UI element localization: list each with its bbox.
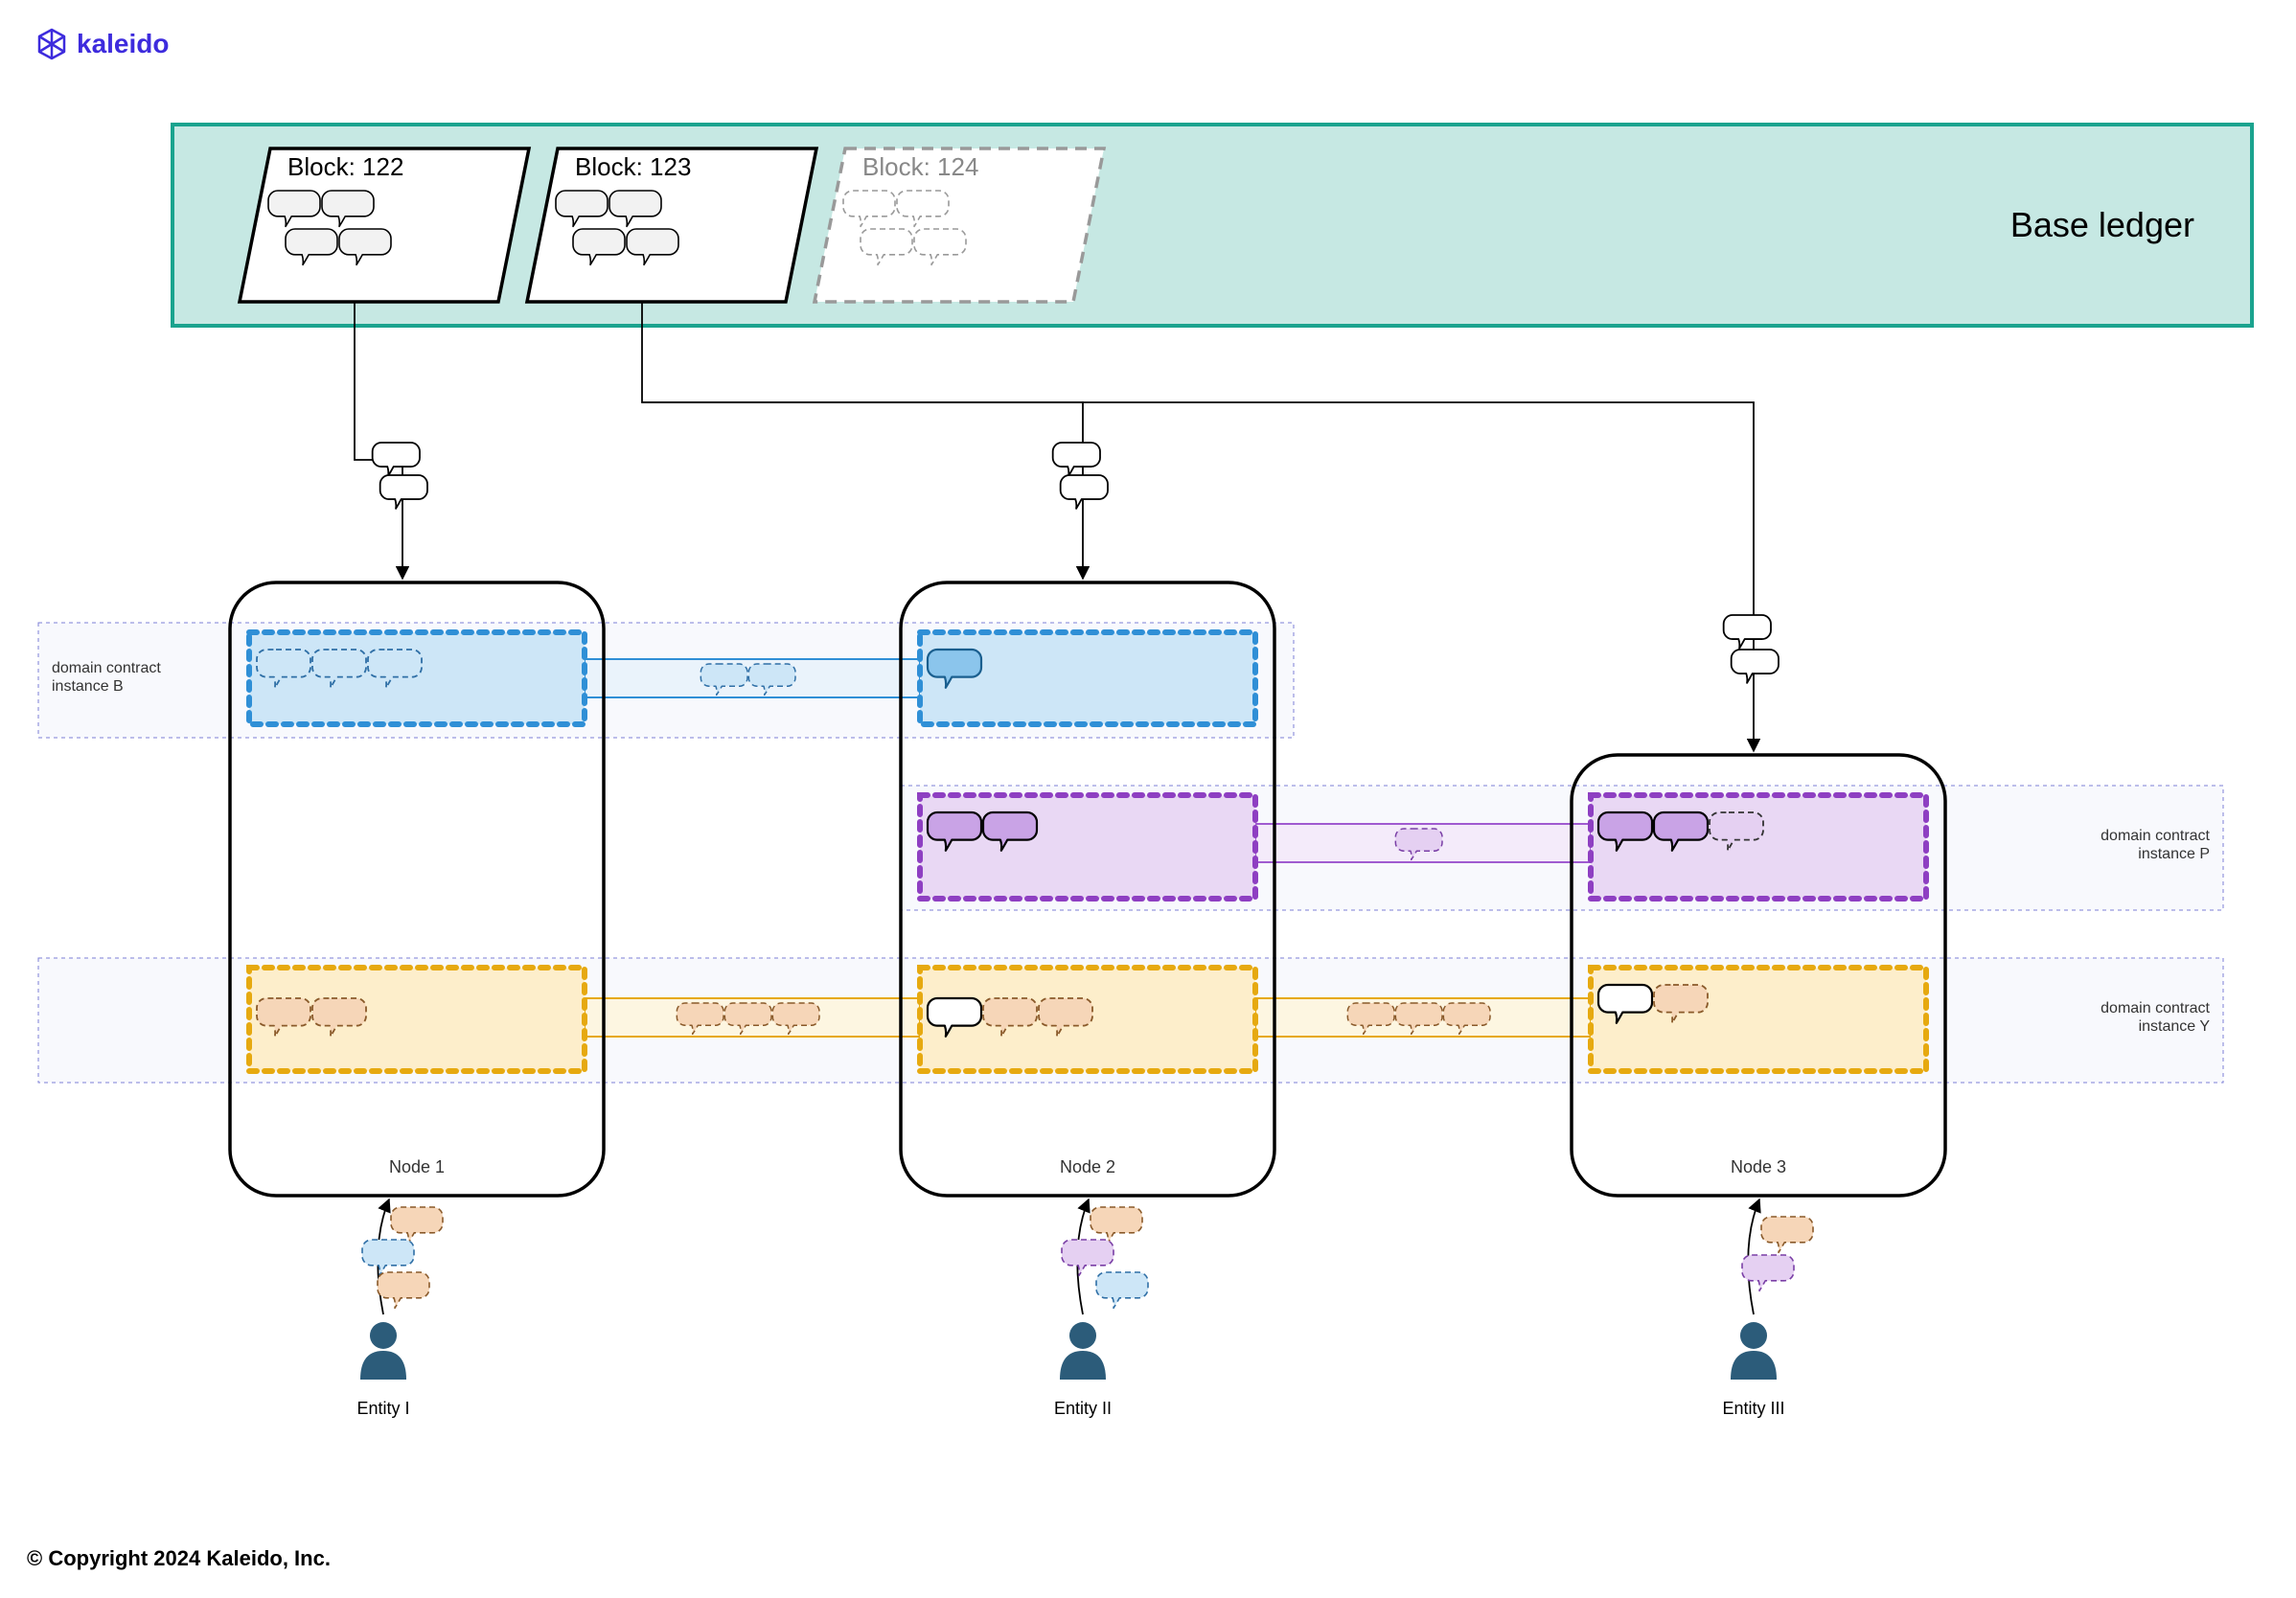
- svg-text:Node 3: Node 3: [1731, 1157, 1786, 1176]
- svg-text:Block: 122: Block: 122: [287, 152, 403, 181]
- architecture-diagram: Base ledger Block: 122 Block: 123 Block: 12…: [0, 0, 2296, 1598]
- svg-text:Entity I: Entity I: [356, 1399, 409, 1418]
- svg-text:Base ledger: Base ledger: [2010, 205, 2194, 244]
- svg-text:Node 1: Node 1: [389, 1157, 445, 1176]
- svg-text:Entity III: Entity III: [1722, 1399, 1784, 1418]
- copyright-text: © Copyright 2024 Kaleido, Inc.: [27, 1546, 331, 1571]
- svg-text:Node 2: Node 2: [1060, 1157, 1115, 1176]
- svg-text:Block: 124: Block: 124: [862, 152, 978, 181]
- svg-text:Entity II: Entity II: [1054, 1399, 1112, 1418]
- svg-text:Block: 123: Block: 123: [575, 152, 691, 181]
